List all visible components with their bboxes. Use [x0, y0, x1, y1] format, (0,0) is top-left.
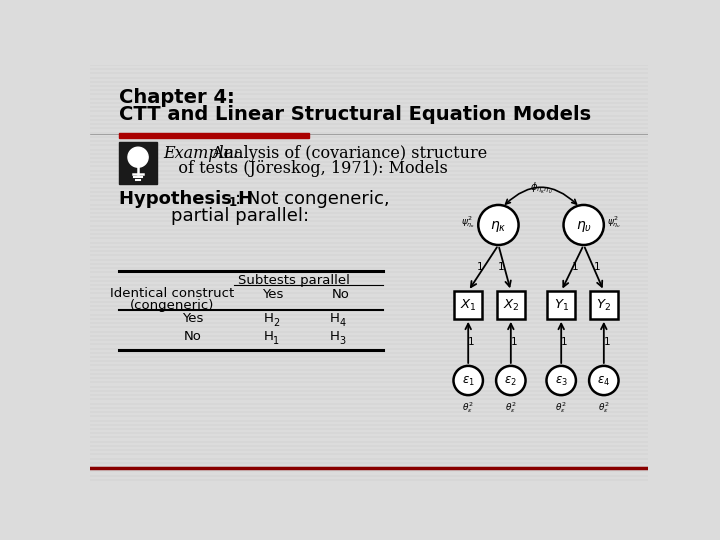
Text: Identical construct: Identical construct — [110, 287, 234, 300]
Text: No: No — [331, 288, 349, 301]
Text: partial parallel:: partial parallel: — [171, 207, 310, 225]
Text: $\varepsilon_1$: $\varepsilon_1$ — [462, 375, 474, 388]
Text: 1: 1 — [572, 261, 579, 272]
Circle shape — [589, 366, 618, 395]
Text: $\eta_{\kappa}$: $\eta_{\kappa}$ — [490, 219, 507, 234]
Text: $\theta^2_\varepsilon$: $\theta^2_\varepsilon$ — [462, 400, 474, 415]
Circle shape — [564, 205, 604, 245]
Text: $X_1$: $X_1$ — [460, 298, 477, 313]
Bar — [120, 142, 157, 184]
Bar — [547, 291, 575, 319]
Text: $\theta^2_\varepsilon$: $\theta^2_\varepsilon$ — [598, 400, 610, 415]
Text: H: H — [330, 330, 340, 343]
Text: Analysis of (covariance) structure: Analysis of (covariance) structure — [207, 145, 487, 162]
Text: $\varepsilon_3$: $\varepsilon_3$ — [554, 375, 567, 388]
Circle shape — [454, 366, 483, 395]
Text: $Y_2$: $Y_2$ — [596, 298, 611, 313]
Text: $\eta_{\upsilon}$: $\eta_{\upsilon}$ — [575, 219, 592, 234]
Text: 2: 2 — [273, 318, 279, 328]
Text: $\theta^2_\varepsilon$: $\theta^2_\varepsilon$ — [555, 400, 567, 415]
Text: No: No — [184, 330, 202, 343]
Text: $\theta^2_\varepsilon$: $\theta^2_\varepsilon$ — [505, 400, 517, 415]
Text: $\phi_{\eta_\kappa\eta_\upsilon}$: $\phi_{\eta_\kappa\eta_\upsilon}$ — [530, 180, 552, 195]
Text: Yes: Yes — [182, 312, 204, 325]
Circle shape — [478, 205, 518, 245]
Text: 1: 1 — [510, 338, 517, 347]
Circle shape — [128, 147, 148, 167]
Text: : Not congeneric,: : Not congeneric, — [235, 190, 390, 207]
Text: H: H — [264, 312, 273, 325]
Text: 1: 1 — [477, 261, 484, 272]
Bar — [454, 291, 482, 319]
Text: 1: 1 — [603, 338, 611, 347]
Text: Hypothesis H: Hypothesis H — [120, 190, 253, 207]
Text: (congeneric): (congeneric) — [130, 299, 215, 312]
Text: $\varepsilon_2$: $\varepsilon_2$ — [505, 375, 517, 388]
Text: 4: 4 — [340, 318, 346, 328]
Text: Chapter 4:: Chapter 4: — [120, 88, 235, 107]
Text: 1: 1 — [498, 261, 505, 272]
Text: Yes: Yes — [262, 288, 284, 301]
Text: 3: 3 — [340, 336, 346, 346]
Text: $\varepsilon_4$: $\varepsilon_4$ — [598, 375, 611, 388]
FancyArrowPatch shape — [505, 187, 577, 204]
Text: CTT and Linear Structural Equation Models: CTT and Linear Structural Equation Model… — [120, 105, 592, 124]
Bar — [590, 291, 618, 319]
Text: $\psi^2_{\eta_\kappa}$: $\psi^2_{\eta_\kappa}$ — [461, 214, 475, 230]
Text: $Y_1$: $Y_1$ — [554, 298, 569, 313]
Text: Example:: Example: — [163, 145, 238, 162]
Text: 1: 1 — [561, 338, 567, 347]
Circle shape — [546, 366, 576, 395]
Text: 1: 1 — [468, 338, 474, 347]
Text: $X_2$: $X_2$ — [503, 298, 519, 313]
Bar — [497, 291, 525, 319]
Text: H: H — [264, 330, 273, 343]
Text: 1: 1 — [593, 261, 600, 272]
Text: Subtests parallel: Subtests parallel — [238, 274, 350, 287]
Bar — [120, 132, 310, 138]
Text: of tests (Jöreskog, 1971): Models: of tests (Jöreskog, 1971): Models — [163, 160, 448, 177]
Text: H: H — [330, 312, 340, 325]
Text: 1: 1 — [273, 336, 279, 346]
Circle shape — [496, 366, 526, 395]
Text: $\psi^2_{\eta_\upsilon}$: $\psi^2_{\eta_\upsilon}$ — [607, 214, 621, 230]
Text: 1: 1 — [229, 195, 237, 208]
